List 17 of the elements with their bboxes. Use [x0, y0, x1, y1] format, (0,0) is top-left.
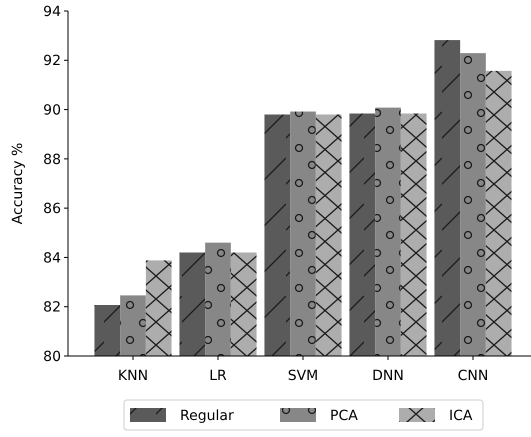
y-tick-label: 86 — [43, 201, 62, 218]
y-tick-label: 94 — [43, 4, 62, 20]
x-tick-label: KNN — [118, 368, 148, 384]
y-tick-label: 90 — [43, 102, 61, 118]
y-tick-label: 84 — [43, 250, 62, 266]
x-tick-label: SVM — [288, 368, 318, 384]
y-tick-label: 92 — [43, 53, 61, 70]
y-tick-label: 82 — [43, 300, 61, 316]
legend-label: PCA — [330, 408, 358, 424]
x-tick-label: CNN — [458, 368, 488, 384]
y-axis-title: Accuracy % — [10, 142, 26, 224]
x-tick-label: DNN — [372, 368, 404, 384]
y-tick-label: 88 — [43, 152, 61, 168]
y-tick-label: 80 — [43, 348, 61, 365]
legend-label: ICA — [449, 408, 473, 424]
x-tick-label: LR — [209, 368, 228, 384]
legend-label: Regular — [180, 408, 234, 424]
